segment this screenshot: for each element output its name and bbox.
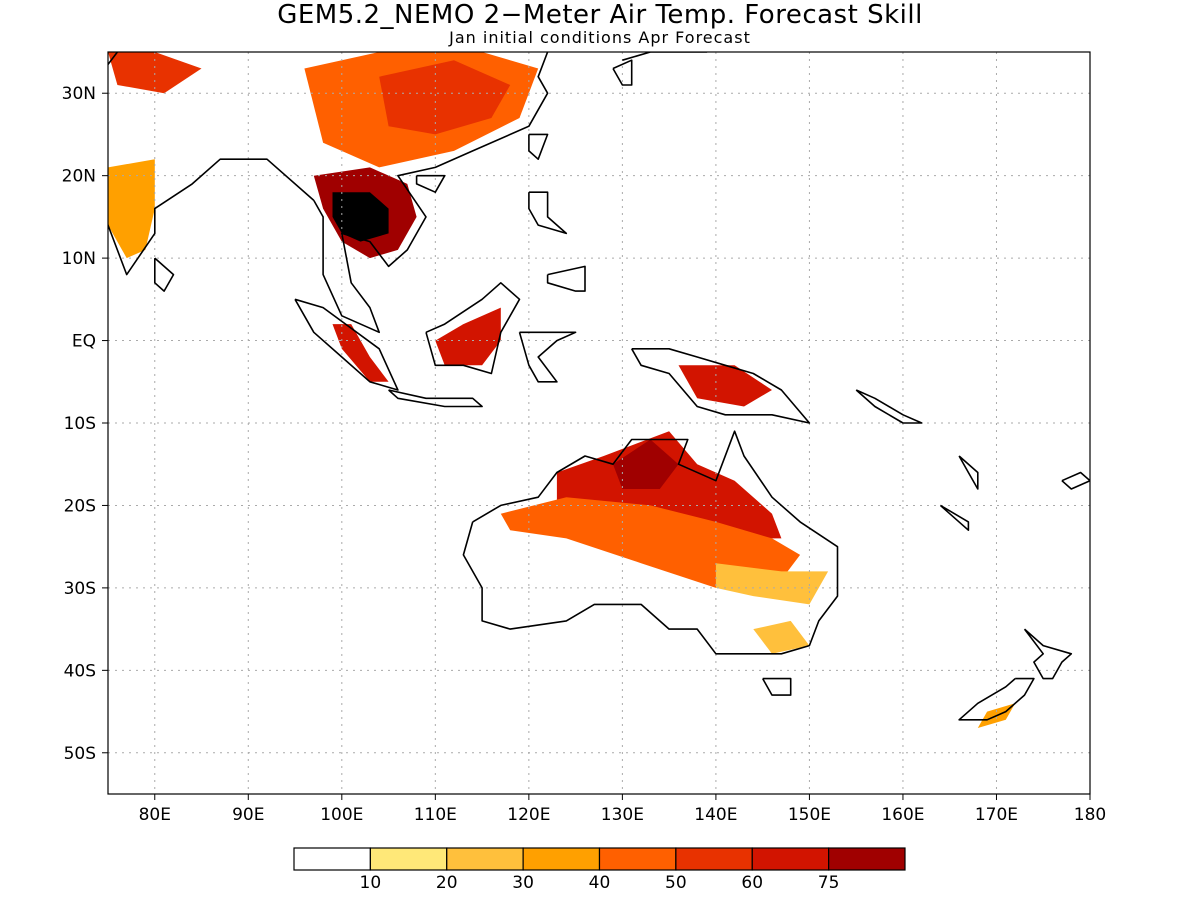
skill-region-6 xyxy=(332,324,389,382)
lon-tick-label-6: 140E xyxy=(694,805,737,825)
coastline-2 xyxy=(294,298,399,391)
legend-swatch-2 xyxy=(446,847,524,871)
skill-region-12 xyxy=(715,563,829,605)
coastline-13 xyxy=(762,677,792,696)
skill-region-10 xyxy=(613,439,679,489)
lat-tick-label-2: 10N xyxy=(62,249,96,269)
coastline-0 xyxy=(108,52,315,276)
coastline-14 xyxy=(1023,628,1073,680)
lon-tick-label-4: 120E xyxy=(507,805,550,825)
legend-label-0: 10 xyxy=(360,873,382,893)
map-title: GEM5.2_NEMO 2−Meter Air Temp. Forecast S… xyxy=(277,0,923,30)
lat-tick-label-6: 30S xyxy=(64,579,96,599)
lat-tick-label-5: 20S xyxy=(64,496,96,516)
legend-swatch-5 xyxy=(675,847,753,871)
lon-tick-label-8: 160E xyxy=(881,805,924,825)
skill-region-8 xyxy=(678,365,772,407)
legend-swatch-0 xyxy=(293,847,371,871)
legend-swatch-4 xyxy=(598,847,677,871)
legend-swatch-6 xyxy=(751,847,830,871)
skill-region-3 xyxy=(379,60,511,135)
coastline-10 xyxy=(154,257,175,292)
lon-tick-label-9: 170E xyxy=(975,805,1018,825)
lon-tick-label-3: 110E xyxy=(414,805,457,825)
skill-region-4 xyxy=(108,52,202,94)
lat-tick-label-0: 30N xyxy=(62,84,96,104)
legend-label-5: 60 xyxy=(741,873,763,893)
legend-label-1: 20 xyxy=(436,873,458,893)
coastlines xyxy=(108,52,1090,721)
skill-region-1 xyxy=(332,192,389,242)
legend-label-2: 30 xyxy=(512,873,534,893)
coastline-9 xyxy=(415,174,446,193)
legend-label-3: 40 xyxy=(589,873,611,893)
lat-tick-label-3: EQ xyxy=(72,332,96,352)
coastline-18 xyxy=(855,389,923,424)
legend-swatch-7 xyxy=(828,847,906,871)
coastline-17 xyxy=(622,52,708,61)
skill-region-5 xyxy=(108,159,155,259)
legend-label-6: 75 xyxy=(818,873,840,893)
lon-tick-label-0: 80E xyxy=(139,805,171,825)
coastline-21 xyxy=(1061,471,1090,490)
legend-label-4: 50 xyxy=(665,873,687,893)
lat-tick-label-1: 20N xyxy=(62,167,96,187)
coastline-4 xyxy=(425,281,521,375)
coastline-1 xyxy=(313,52,549,334)
color-legend: 10 20 30 40 50 60 75 xyxy=(293,847,906,893)
coastline-20 xyxy=(958,455,979,490)
coastline-3 xyxy=(388,389,483,408)
skill-shading-layer xyxy=(108,52,1016,728)
lon-tick-label-1: 90E xyxy=(232,805,264,825)
coastline-11 xyxy=(631,347,811,424)
coastline-6 xyxy=(528,191,568,235)
coastline-16 xyxy=(612,59,633,86)
lat-tick-label-7: 40S xyxy=(64,661,96,681)
coastline-5 xyxy=(518,331,577,383)
axis-ticks: 80E 90E 100E 110E 120E 130E 140E 150E 160E 170E 18… xyxy=(62,84,1107,825)
gridlines xyxy=(108,52,1090,794)
lon-tick-label-2: 100E xyxy=(320,805,363,825)
map-subtitle: Jan initial conditions Apr Forecast xyxy=(449,28,751,47)
legend-swatch-3 xyxy=(522,847,601,871)
coastline-8 xyxy=(528,133,549,160)
skill-region-13 xyxy=(753,620,810,654)
lat-tick-label-4: 10S xyxy=(64,414,96,434)
skill-region-7 xyxy=(435,307,501,366)
lon-tick-label-5: 130E xyxy=(601,805,644,825)
coastline-7 xyxy=(546,265,586,292)
legend-swatch-1 xyxy=(369,847,448,871)
coastline-12 xyxy=(462,430,839,655)
coastline-15 xyxy=(958,677,1035,721)
lon-tick-label-10: 180 xyxy=(1074,805,1106,825)
coastline-19 xyxy=(939,504,970,532)
lon-tick-label-7: 150E xyxy=(788,805,831,825)
lat-tick-label-8: 50S xyxy=(64,744,96,764)
